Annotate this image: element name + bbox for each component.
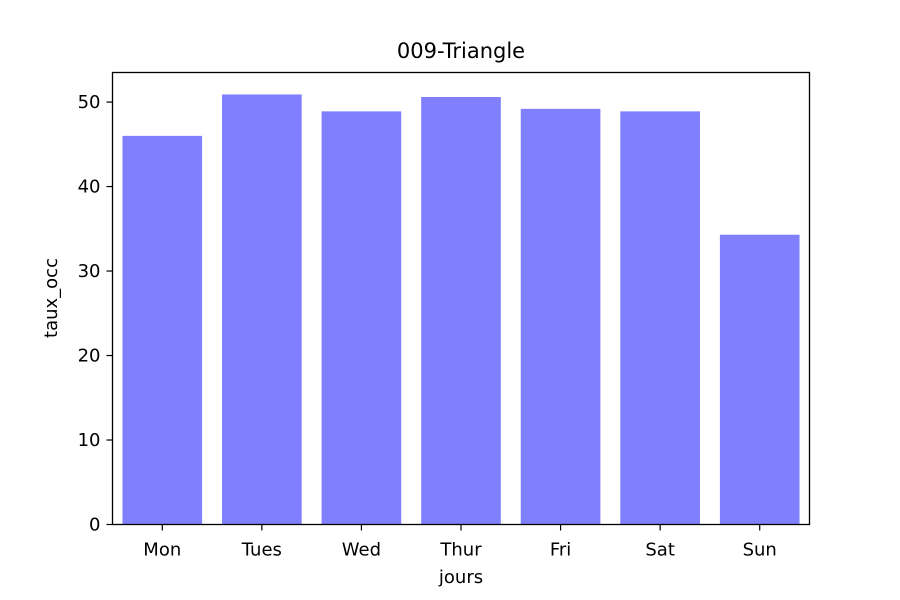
y-axis-label: taux_occ bbox=[41, 258, 62, 338]
bar-sun bbox=[719, 234, 800, 525]
plot-frame bbox=[111, 71, 811, 526]
x-axis-ticks: Mon Tues Wed Thur Fri Sat Sun bbox=[143, 524, 777, 561]
y-tick-label: 20 bbox=[78, 346, 101, 367]
x-tick-label: Fri bbox=[550, 540, 571, 561]
y-tick-label: 0 bbox=[89, 515, 100, 536]
bar-fri bbox=[520, 108, 601, 525]
x-tick-label: Mon bbox=[143, 540, 181, 561]
bar-wed bbox=[321, 111, 402, 525]
chart-title: 009-Triangle bbox=[397, 39, 525, 63]
x-tick-label: Thur bbox=[439, 540, 482, 561]
y-axis-ticks: 0 10 20 30 40 50 bbox=[78, 92, 113, 536]
x-tick-label: Sun bbox=[743, 540, 777, 561]
bar-sat bbox=[620, 111, 700, 525]
y-tick-label: 50 bbox=[78, 92, 101, 113]
y-tick-label: 10 bbox=[78, 430, 101, 451]
x-tick-label: Tues bbox=[241, 540, 282, 561]
y-tick-label: 40 bbox=[78, 177, 101, 198]
x-axis-label: jours bbox=[438, 567, 483, 588]
y-tick-label: 30 bbox=[78, 261, 101, 282]
bar-mon bbox=[122, 135, 203, 525]
bars-group bbox=[122, 94, 800, 525]
x-tick-label: Wed bbox=[342, 540, 381, 561]
x-tick-label: Sat bbox=[645, 540, 675, 561]
bar-tues bbox=[222, 94, 302, 525]
bar-thur bbox=[421, 97, 501, 525]
